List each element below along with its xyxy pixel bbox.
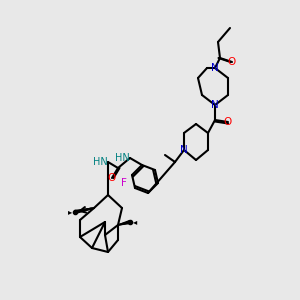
Text: ▸: ▸ xyxy=(68,208,72,217)
Text: N: N xyxy=(180,145,188,155)
Text: HN: HN xyxy=(115,153,130,163)
Polygon shape xyxy=(118,220,130,225)
Text: HN: HN xyxy=(93,157,108,167)
Text: N: N xyxy=(211,100,219,110)
Text: F: F xyxy=(121,178,127,188)
Text: O: O xyxy=(108,173,116,183)
Text: O: O xyxy=(224,117,232,127)
Polygon shape xyxy=(75,208,94,214)
Text: O: O xyxy=(228,57,236,67)
Text: ◂: ◂ xyxy=(133,218,137,226)
Text: N: N xyxy=(211,63,219,73)
